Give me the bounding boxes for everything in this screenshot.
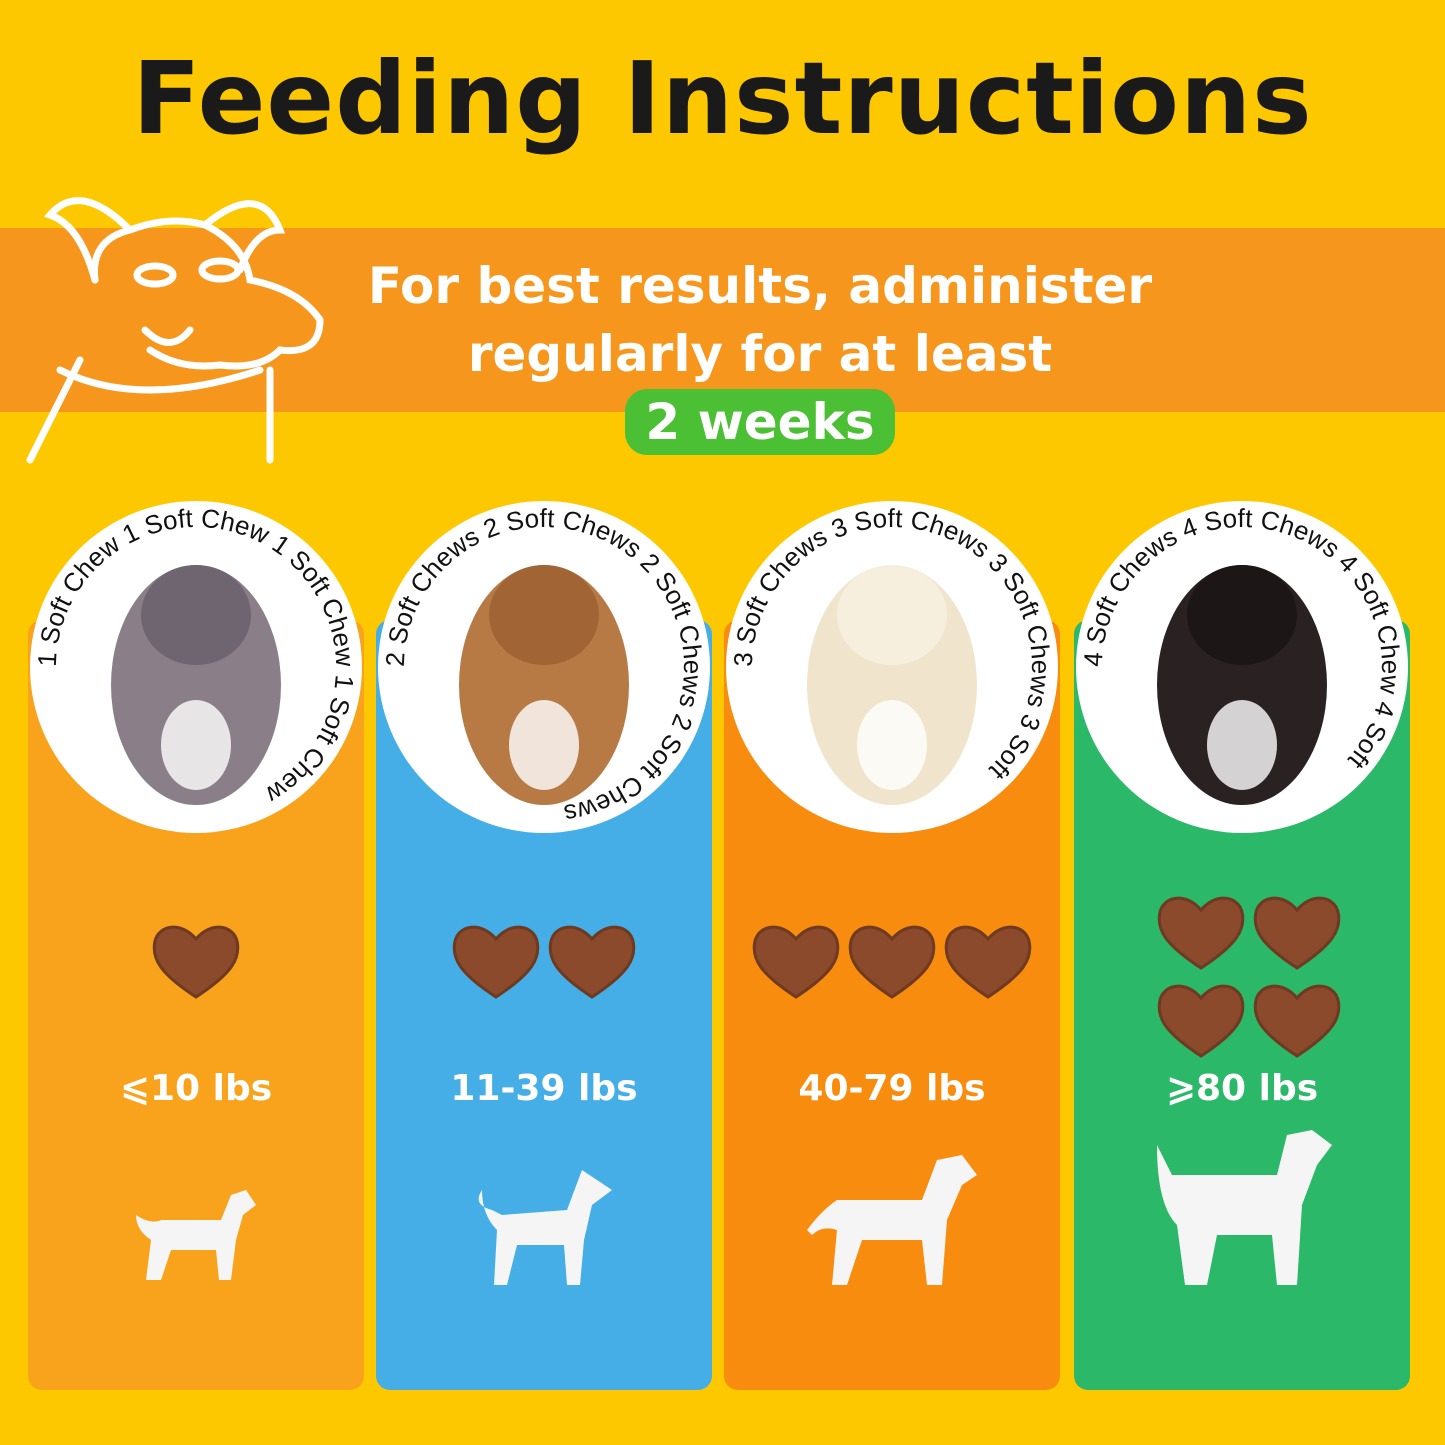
chew-count	[376, 890, 712, 1030]
banner-line-1: For best results, administer	[367, 257, 1153, 315]
banner-message: For best results, administer regularly f…	[330, 252, 1190, 456]
soft-chew-icon	[848, 925, 936, 999]
page-title: Feeding Instructions	[132, 40, 1313, 157]
weight-range: ⩾80 lbs	[1165, 1068, 1319, 1109]
dog-photo	[1157, 565, 1327, 805]
giant-dog-silhouette-icon	[1147, 1115, 1337, 1294]
soft-chew-icon	[452, 925, 540, 999]
chew-count	[28, 890, 364, 1030]
soft-chew-icon	[152, 925, 240, 999]
soft-chew-icon	[548, 925, 636, 999]
small-dog-silhouette-icon	[131, 1180, 261, 1294]
large-dog-silhouette-icon	[802, 1140, 982, 1294]
dog-mascot-icon	[26, 197, 324, 464]
soft-chew-icon	[752, 925, 840, 999]
weight-range: 11-39 lbs	[450, 1068, 638, 1109]
weight-range: 40-79 lbs	[798, 1068, 986, 1109]
soft-chew-icon	[1253, 896, 1341, 970]
soft-chew-icon	[1157, 984, 1245, 1058]
soft-chew-icon	[944, 925, 1032, 999]
banner-line-2: regularly for at least	[467, 325, 1053, 383]
dog-photo-badge: 2 Soft Chews 2 Soft Chews 2 Soft Chews 2…	[372, 495, 717, 840]
dog-photo-badge: 3 Soft Chews 3 Soft Chews 3 Soft Chews 3…	[720, 495, 1065, 840]
dog-photo	[111, 565, 281, 805]
medium-dog-silhouette-icon	[472, 1160, 617, 1294]
dog-photo-badge: 1 Soft Chew 1 Soft Chew 1 Soft Chew 1 So…	[24, 495, 369, 840]
weight-range: ⩽10 lbs	[119, 1068, 273, 1109]
chew-count	[1154, 890, 1344, 1058]
soft-chew-icon	[1157, 896, 1245, 970]
dog-photo-badge: 4 Soft Chews 4 Soft Chews 4 Soft Chew 4 …	[1070, 495, 1415, 840]
dog-photo	[807, 565, 977, 805]
dog-photo	[459, 565, 629, 805]
soft-chew-icon	[1253, 984, 1341, 1058]
chew-count	[724, 890, 1060, 1030]
duration-highlight: 2 weeks	[625, 389, 895, 455]
